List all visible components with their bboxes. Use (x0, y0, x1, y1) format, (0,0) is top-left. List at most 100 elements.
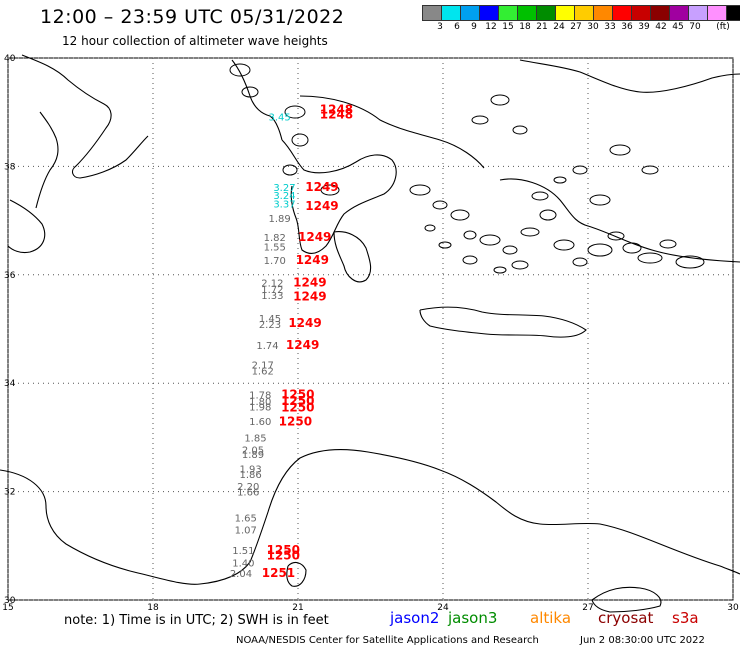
wave-height-label: 2.17 (252, 361, 274, 372)
island-outline (511, 260, 529, 270)
time-label: 1249 (293, 276, 326, 290)
lon-label: 27 (582, 603, 593, 613)
page-subtitle: 12 hour collection of altimeter wave hei… (62, 34, 328, 48)
time-label: 1248 (320, 102, 353, 116)
legend-tick-label: 12 (485, 22, 497, 32)
satellite-altika: altika (530, 609, 572, 627)
satellite-s3a: s3a (672, 609, 699, 627)
time-label: 1249 (305, 180, 338, 194)
island-outline (471, 115, 489, 125)
wave-height-label: 1.51 (232, 546, 254, 557)
legend-tick-label: 24 (553, 22, 565, 32)
coast-north-aegean (299, 95, 485, 169)
island-outline (531, 191, 549, 201)
wave-height-label: 3.27 (273, 183, 295, 194)
wave-height-label: 3.37 (273, 200, 295, 211)
island-outline (320, 184, 340, 196)
lon-label: 15 (2, 603, 13, 613)
coast-libya (0, 449, 740, 585)
lon-label: 18 (147, 603, 159, 613)
footer-credit: NOAA/NESDIS Center for Satellite Applica… (236, 635, 539, 646)
wave-height-label: 1.07 (235, 525, 257, 536)
footer-generated-time: Jun 2 08:30:00 UTC 2022 (580, 635, 705, 646)
time-label: 1249 (298, 230, 331, 244)
coast-greece (281, 139, 397, 255)
island-outline (229, 63, 251, 77)
island-outline (609, 144, 631, 156)
island-outline (282, 164, 298, 176)
page-title: 12:00 – 23:59 UTC 05/31/2022 (40, 6, 345, 28)
coast-calabria (35, 111, 59, 209)
time-label: 1250 (281, 400, 314, 414)
color-legend-labels: 3 6 9 12 15 18 21 24 27 30 33 36 39 42 45 70 (ft) (422, 22, 740, 36)
time-labels: 1248124812491249124912491249124912491249… (262, 102, 353, 580)
legend-tick-label: 15 (502, 22, 514, 32)
satellite-jason3: jason3 (448, 609, 498, 627)
legend-tick-label: 6 (454, 22, 460, 32)
wave-height-label: 2.23 (259, 320, 281, 331)
color-legend (422, 5, 740, 21)
time-label: 1248 (320, 108, 353, 122)
island-outline (512, 125, 528, 135)
island-outline (675, 255, 705, 269)
wave-height-label: 2.04 (230, 569, 252, 580)
lat-label: 32 (4, 488, 15, 498)
island-outline (589, 194, 611, 206)
wave-height-label: 2.20 (237, 482, 259, 493)
wave-height-label: 1.65 (235, 513, 257, 524)
lat-label: 40 (4, 54, 16, 64)
wave-height-label: 1.82 (264, 233, 286, 244)
coast-islet-libya (286, 561, 307, 587)
island-outline (490, 94, 510, 106)
island-outline (462, 255, 478, 265)
wave-height-label: 3.45 (268, 112, 290, 123)
time-label: 1250 (279, 414, 312, 428)
time-label: 1249 (286, 338, 319, 352)
island-outline (409, 184, 431, 196)
legend-tick-label: 30 (587, 22, 599, 32)
lon-label: 30 (727, 603, 739, 613)
legend-tick-label: 36 (621, 22, 633, 32)
island-outline (572, 257, 588, 267)
wave-height-label: 1.80 (249, 397, 271, 408)
legend-tick-label: 42 (655, 22, 667, 32)
wave-height-label: 1.86 (239, 470, 261, 481)
island-outline (424, 224, 436, 232)
legend-tick-label: 39 (638, 22, 650, 32)
coast-sicily (7, 199, 46, 254)
wave-height-label: 1.89 (268, 214, 290, 225)
wave-height-label: 3.24 (273, 191, 295, 202)
lon-label: 21 (292, 603, 303, 613)
satellite-jason2: jason2 (390, 609, 440, 627)
wave-height-label: 1.89 (242, 450, 264, 461)
coast-peloponnese (333, 231, 372, 283)
legend-tick-label: 21 (536, 22, 548, 32)
lat-label: 30 (4, 596, 16, 606)
wave-height-label: 1.70 (264, 256, 286, 267)
island-outline (659, 239, 677, 249)
island-outline (291, 133, 309, 147)
time-label: 1250 (281, 394, 314, 408)
island-outline (241, 86, 259, 98)
legend-tick-label: 33 (604, 22, 616, 32)
island-outline (587, 243, 613, 257)
wave-height-label: 1.98 (249, 402, 271, 413)
time-label: 1249 (296, 253, 329, 267)
island-outline (539, 209, 557, 221)
island-outline (553, 176, 567, 184)
wave-height-label: 1.85 (244, 434, 266, 445)
island-outline (463, 230, 477, 240)
legend-tick-label: 18 (519, 22, 531, 32)
coast-balkans (231, 59, 283, 141)
time-label: 1249 (288, 316, 321, 330)
wave-height-label: 2.05 (242, 446, 264, 457)
coast-turkey-west (499, 178, 740, 263)
time-label: 1249 (293, 289, 326, 303)
time-label: 1251 (262, 566, 295, 580)
coast-crete (419, 306, 587, 338)
legend-tick-label: 3 (437, 22, 443, 32)
island-outline (284, 105, 306, 119)
aegean-islands (229, 63, 705, 274)
island-outline (450, 209, 470, 221)
